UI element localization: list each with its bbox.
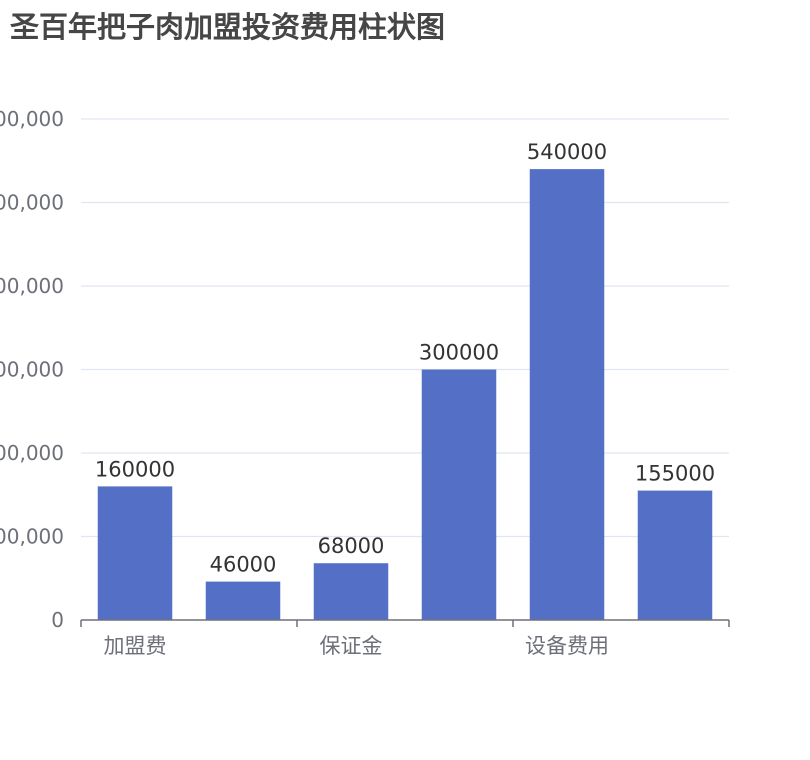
- grid-lines: [81, 118, 729, 538]
- x-category-label: 加盟费: [104, 634, 167, 658]
- y-tick-label: 300,000: [0, 358, 64, 382]
- y-tick-label: 100,000: [0, 525, 64, 549]
- x-category-label: 设备费用: [525, 634, 609, 658]
- x-category-label: 保证金: [320, 634, 383, 658]
- chart-title: 圣百年把子肉加盟投资费用柱状图: [10, 10, 446, 44]
- bar-value-label: 540000: [527, 140, 607, 164]
- bar[interactable]: [205, 581, 281, 620]
- y-tick-label: 600,000: [0, 107, 64, 131]
- bar[interactable]: [637, 490, 713, 620]
- bars: [97, 169, 713, 621]
- y-tick-label: 200,000: [0, 441, 64, 465]
- bar[interactable]: [529, 169, 605, 620]
- bar-value-label: 155000: [635, 462, 715, 486]
- bar-value-label: 300000: [419, 341, 499, 365]
- x-axis: [80, 619, 730, 627]
- bar[interactable]: [97, 486, 173, 620]
- x-axis-category-labels: 加盟费 保证金 设备费用: [104, 634, 610, 658]
- data-labels: 160000 46000 68000 300000 540000 155000: [95, 140, 715, 576]
- bar-value-label: 46000: [210, 553, 277, 577]
- bar[interactable]: [421, 369, 497, 621]
- bar[interactable]: [313, 563, 389, 620]
- y-axis-tick-labels: 0 100,000 200,000 300,000 400,000 500,000 600,…: [0, 107, 64, 632]
- y-tick-label: 0: [51, 608, 64, 632]
- bar-value-label: 160000: [95, 457, 175, 481]
- bar-value-label: 68000: [318, 534, 385, 558]
- y-tick-label: 400,000: [0, 274, 64, 298]
- y-tick-label: 500,000: [0, 191, 64, 215]
